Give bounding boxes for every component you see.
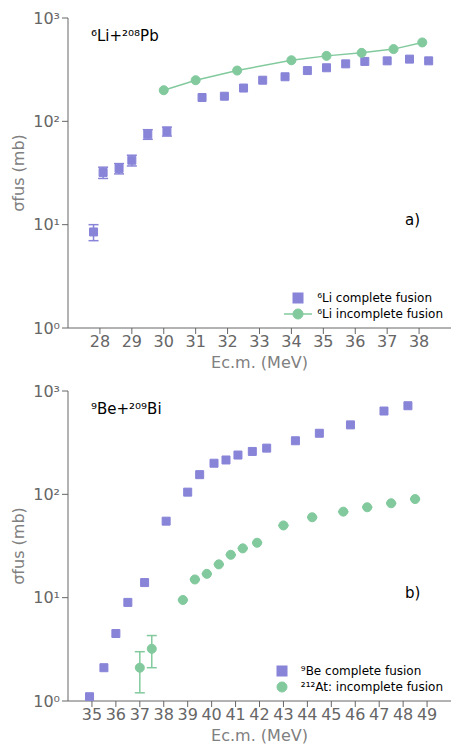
svg-text:33: 33	[249, 332, 269, 351]
svg-text:σfus (mb): σfus (mb)	[9, 134, 28, 212]
svg-text:σfus (mb): σfus (mb)	[9, 507, 28, 585]
svg-text:36: 36	[345, 332, 365, 351]
svg-text:46: 46	[345, 705, 365, 724]
svg-text:44: 44	[297, 705, 317, 724]
svg-text:28: 28	[90, 332, 110, 351]
html-text:⁶Li incomplete fusion: ⁶Li incomplete fusion	[317, 307, 443, 321]
svg-text:Ec.m. (MeV): Ec.m. (MeV)	[211, 726, 308, 745]
html-text:a): a)	[405, 210, 421, 229]
svg-text:30: 30	[154, 332, 174, 351]
html-text:⁶Li+²⁰⁸Pb: ⁶Li+²⁰⁸Pb	[91, 27, 159, 46]
svg-text:10²: 10²	[33, 485, 60, 504]
svg-text:49: 49	[417, 705, 437, 724]
svg-text:40: 40	[201, 705, 221, 724]
svg-text:37: 37	[130, 705, 150, 724]
html-text:⁹Be complete fusion: ⁹Be complete fusion	[300, 664, 422, 678]
svg-text:35: 35	[82, 705, 102, 724]
html-text:⁹Be+²⁰⁹Bi: ⁹Be+²⁰⁹Bi	[91, 400, 162, 419]
svg-text:Ec.m. (MeV): Ec.m. (MeV)	[211, 353, 308, 372]
svg-text:32: 32	[217, 332, 237, 351]
html-text:b): b)	[405, 583, 421, 602]
svg-text:37: 37	[377, 332, 397, 351]
svg-text:43: 43	[273, 705, 293, 724]
svg-text:10¹: 10¹	[33, 588, 60, 607]
svg-text:10⁰: 10⁰	[33, 319, 60, 338]
svg-text:29: 29	[122, 332, 142, 351]
svg-text:47: 47	[369, 705, 389, 724]
svg-text:10³: 10³	[33, 382, 60, 401]
svg-text:39: 39	[178, 705, 198, 724]
svg-text:38: 38	[409, 332, 429, 351]
svg-text:10⁰: 10⁰	[33, 692, 60, 711]
svg-text:10¹: 10¹	[33, 215, 60, 234]
svg-text:42: 42	[249, 705, 269, 724]
svg-text:34: 34	[281, 332, 301, 351]
html-text:²¹²At: incomplete fusion: ²¹²At: incomplete fusion	[300, 680, 443, 694]
svg-text:48: 48	[393, 705, 413, 724]
svg-text:10²: 10²	[33, 112, 60, 131]
html-text:⁶Li complete fusion: ⁶Li complete fusion	[317, 291, 433, 305]
svg-text:36: 36	[106, 705, 126, 724]
svg-text:10³: 10³	[33, 9, 60, 28]
svg-text:45: 45	[321, 705, 341, 724]
svg-text:38: 38	[154, 705, 174, 724]
svg-text:35: 35	[313, 332, 333, 351]
svg-text:31: 31	[185, 332, 205, 351]
svg-text:41: 41	[225, 705, 245, 724]
